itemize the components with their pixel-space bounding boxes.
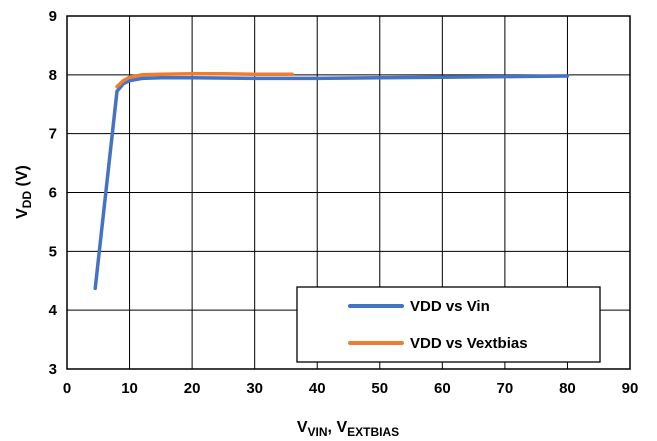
legend: VDD vs Vin VDD vs Vextbias [296, 286, 601, 363]
x-tick-label: 80 [559, 380, 576, 397]
y-tick-label: 9 [49, 8, 57, 25]
x-tick-label: 20 [184, 380, 201, 397]
y-tick-label: 4 [49, 302, 58, 319]
x-tick-label: 0 [63, 380, 71, 397]
x-tick-label: 50 [371, 380, 388, 397]
y-tick-label: 5 [49, 243, 57, 260]
series-line-vdd-vs-vextbias [115, 71, 294, 89]
x-tick-labels: 0 10 20 30 40 50 60 70 80 90 [63, 380, 639, 397]
y-tick-labels: 3 4 5 6 7 8 9 [49, 8, 58, 378]
x-tick-label: 40 [309, 380, 326, 397]
legend-label-vin: VDD vs Vin [410, 298, 490, 315]
legend-label-vextbias: VDD vs Vextbias [410, 335, 528, 352]
x-tick-label: 70 [497, 380, 514, 397]
y-tick-label: 7 [49, 126, 57, 143]
plot-area-border [66, 15, 631, 370]
x-tick-label: 60 [434, 380, 451, 397]
legend-box [296, 286, 601, 363]
x-tick-label: 10 [121, 380, 138, 397]
x-tick-label: 30 [246, 380, 263, 397]
series-group [93, 71, 570, 291]
y-tick-label: 6 [49, 185, 57, 202]
y-tick-label: 3 [49, 361, 57, 378]
x-tick-label: 90 [622, 380, 639, 397]
y-axis-label: VDD (V) [14, 165, 34, 219]
y-tick-label: 8 [49, 67, 57, 84]
x-axis-label: VVIN, VEXTBIAS [297, 419, 399, 439]
series-line-vdd-vs-vin [93, 74, 570, 291]
